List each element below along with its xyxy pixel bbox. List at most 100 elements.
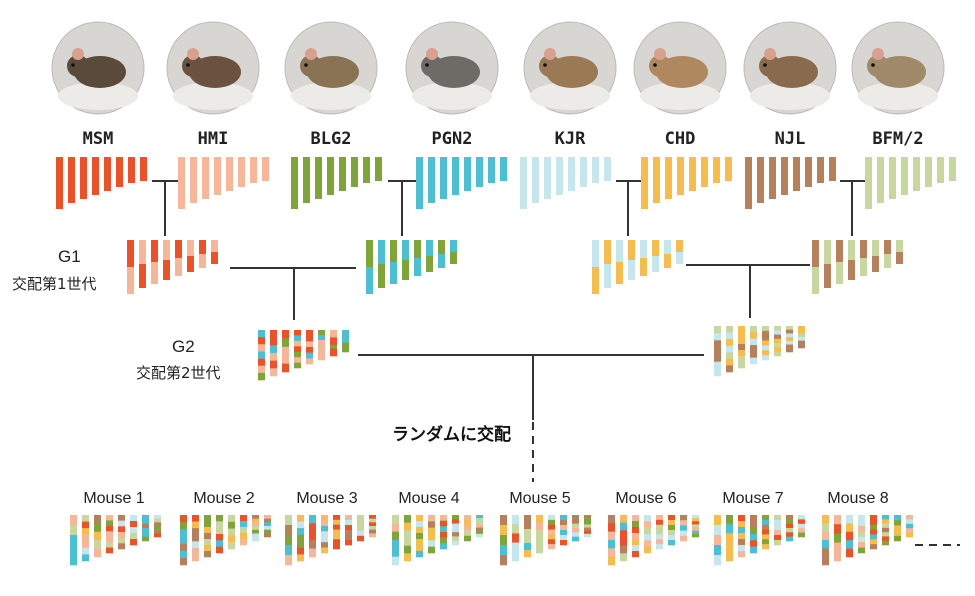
- chromosome-bar: [937, 157, 944, 183]
- chromosome-segment: [118, 532, 125, 538]
- chromosome-segment: [500, 515, 507, 526]
- chromosome-segment: [572, 523, 579, 529]
- chromosome-bar: [653, 157, 660, 203]
- chromosome-bar: [226, 157, 233, 191]
- chromosome-segment: [656, 534, 663, 540]
- chromosome-segment: [216, 546, 223, 554]
- chromosome-segment: [750, 527, 757, 535]
- chromosome-bar: [817, 157, 824, 183]
- offspring-label-1: Mouse 1: [83, 490, 144, 507]
- chromosome-segment: [204, 515, 211, 522]
- chromosome-segment: [524, 550, 531, 558]
- chromosome-segment: [416, 551, 423, 558]
- chromosome-bar: [580, 157, 587, 187]
- chromosome-segment: [726, 345, 733, 353]
- chromosome-segment: [130, 533, 137, 540]
- chromosome-segment: [414, 240, 421, 258]
- chromosome-segment: [390, 240, 397, 262]
- chromosome-bar: [677, 157, 684, 195]
- chromosome-segment: [70, 525, 77, 536]
- chromosome-segment: [199, 240, 206, 254]
- chromosome-segment: [738, 326, 745, 333]
- chromosome-bar: [901, 157, 908, 195]
- chromosome-segment: [342, 333, 349, 337]
- chromosome-segment: [762, 529, 769, 535]
- chromosome-segment: [738, 545, 745, 552]
- chromosome-segment: [714, 340, 721, 348]
- chromosome-segment: [882, 536, 889, 542]
- chromosome-segment: [216, 527, 223, 535]
- chromosome-segment: [309, 523, 316, 533]
- chromosome-segment: [762, 524, 769, 530]
- chromosome-segment: [404, 522, 411, 531]
- chromosome-segment: [204, 545, 211, 552]
- chromosome-segment: [584, 530, 591, 535]
- chromosome-segment: [270, 360, 277, 369]
- chromosome-segment: [452, 540, 459, 546]
- chromosome-segment: [228, 535, 235, 543]
- chromosome-segment: [616, 240, 623, 262]
- chromosome-segment: [476, 518, 483, 522]
- chromosomes-pgn2: [416, 157, 507, 209]
- offspring-1-chromosomes: [70, 515, 161, 566]
- chromosome-bar: [262, 157, 269, 181]
- chromosome-segment: [130, 521, 137, 528]
- chromosome-segment: [906, 519, 913, 525]
- chromosome-segment: [500, 555, 507, 566]
- chromosome-segment: [632, 539, 639, 546]
- g2-label: G2: [172, 337, 195, 356]
- chromosome-segment: [216, 521, 223, 528]
- chromosome-segment: [714, 333, 721, 341]
- chromosome-segment: [836, 240, 843, 262]
- chromosome-segment: [309, 531, 316, 541]
- chromosome-segment: [512, 515, 519, 525]
- chromosome-segment: [392, 548, 399, 557]
- offspring-3-chromosomes: [285, 515, 376, 566]
- chromosome-segment: [560, 520, 567, 526]
- chromosome-segment: [440, 520, 447, 527]
- chromosome-segment: [440, 537, 447, 544]
- chromosome-segment: [822, 556, 829, 566]
- chromosome-segment: [680, 520, 687, 526]
- chromosome-segment: [428, 540, 435, 547]
- chromosome-segment: [548, 515, 555, 521]
- chromosome-segment: [726, 352, 733, 360]
- chromosome-segment: [345, 530, 352, 536]
- chromosome-segment: [330, 330, 337, 335]
- chromosome-segment: [882, 523, 889, 529]
- chromosome-segment: [628, 260, 635, 280]
- chromosome-segment: [786, 348, 793, 353]
- chromosome-segment: [738, 332, 745, 339]
- chromosome-segment: [321, 520, 328, 527]
- chromosome-segment: [738, 515, 745, 522]
- chromosome-bar: [925, 157, 932, 187]
- chromosome-segment: [258, 351, 265, 359]
- chromosome-segment: [692, 530, 699, 535]
- chromosome-segment: [258, 365, 265, 374]
- mouse-photo-gray-icon: [405, 21, 499, 115]
- chromosome-segment: [592, 267, 599, 294]
- chromosome-segment: [142, 519, 149, 524]
- chromosome-bar: [238, 157, 245, 187]
- chromosome-segment: [692, 521, 699, 525]
- chromosome-segment: [282, 330, 289, 339]
- chromosome-segment: [240, 521, 247, 528]
- chromosome-segment: [584, 521, 591, 525]
- strain-label-kjr: KJR: [555, 129, 586, 149]
- offspring-8-chromosomes: [822, 515, 913, 566]
- chromosome-segment: [106, 515, 113, 521]
- chromosome-segment: [240, 515, 247, 522]
- chromosome-segment: [824, 264, 831, 288]
- chromosome-bar: [476, 157, 483, 187]
- chromosome-segment: [416, 545, 423, 552]
- chromosome-segment: [894, 515, 901, 521]
- chromosome-segment: [524, 536, 531, 544]
- chromosome-segment: [762, 345, 769, 351]
- chromosome-segment: [798, 340, 805, 345]
- chromosome-segment: [644, 546, 651, 554]
- chromosome-segment: [750, 332, 757, 339]
- chromosome-segment: [204, 527, 211, 534]
- chromosome-segment: [82, 528, 89, 536]
- chromosome-bar: [250, 157, 257, 183]
- chromosome-bar: [865, 157, 872, 209]
